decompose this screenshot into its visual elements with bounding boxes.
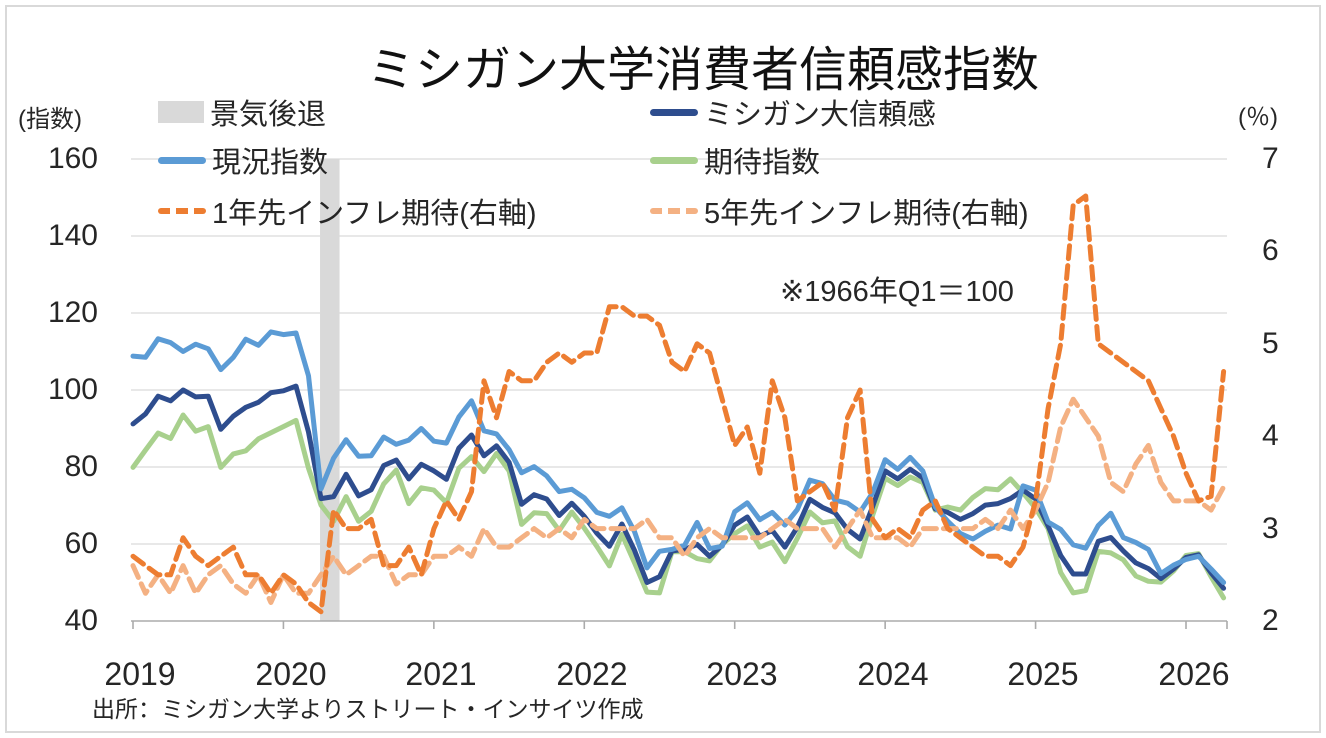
- left-axis-unit-label: (指数): [18, 106, 82, 133]
- x-tick-year: 2026: [1158, 656, 1230, 692]
- x-tick-year: 2019: [104, 656, 176, 692]
- source-note: 出所：ミシガン大学よりストリート・インサイツ作成: [92, 696, 644, 722]
- y-left-tick: 120: [47, 296, 98, 329]
- x-tick-year: 2020: [255, 656, 327, 692]
- legend-item-recession: 景気後退: [158, 96, 326, 131]
- x-tick-year: 2022: [556, 656, 628, 692]
- y-left-tick: 160: [47, 142, 98, 175]
- y-right-tick: 3: [1262, 512, 1279, 545]
- current-line-swatch-icon: [158, 156, 206, 164]
- x-tick-year: 2025: [1007, 656, 1079, 692]
- infl5y-dash-swatch-icon: [650, 208, 698, 214]
- base-year-annotation: ※1966年Q1＝100: [780, 276, 1014, 308]
- legend-label: 景気後退: [210, 99, 327, 131]
- y-right-tick: 5: [1262, 327, 1279, 360]
- legend-item-infl5y: 5年先インフレ期待(右軸): [650, 195, 1029, 230]
- y-right-tick: 7: [1262, 142, 1279, 175]
- legend-label: 1年先インフレ期待(右軸): [212, 198, 537, 230]
- page-title: ミシガン大学消費者信頼感指数: [366, 44, 1039, 97]
- infl1y-dash-swatch-icon: [158, 208, 206, 214]
- legend-label: ミシガン大信頼感: [704, 99, 937, 131]
- y-left-tick: 140: [47, 219, 98, 252]
- legend-label: 現況指数: [212, 147, 329, 179]
- y-right-tick: 2: [1262, 604, 1279, 637]
- y-left-tick: 100: [47, 373, 98, 406]
- x-tick-year: 2024: [857, 656, 929, 692]
- legend-label: 5年先インフレ期待(右軸): [704, 198, 1029, 230]
- y-right-tick: 6: [1262, 234, 1279, 267]
- x-tick-year: 2021: [405, 656, 477, 692]
- x-tick-year: 2023: [706, 656, 778, 692]
- y-left-tick: 60: [64, 527, 98, 560]
- y-right-tick: 4: [1262, 419, 1279, 452]
- legend-label: 期待指数: [704, 147, 821, 179]
- right-axis-unit-label: (％): [1238, 104, 1278, 131]
- legend-item-infl1y: 1年先インフレ期待(右軸): [158, 195, 537, 230]
- sentiment-line-swatch-icon: [650, 108, 698, 116]
- chart-border: [5, 5, 1321, 733]
- y-left-tick: 80: [64, 450, 98, 483]
- legend-item-expectations: 期待指数: [650, 144, 820, 179]
- legend-item-sentiment: ミシガン大信頼感: [650, 96, 936, 131]
- legend-item-current: 現況指数: [158, 144, 328, 179]
- recession-band-swatch-icon: [158, 101, 204, 123]
- expectations-line-swatch-icon: [650, 156, 698, 164]
- y-left-tick: 40: [64, 604, 98, 637]
